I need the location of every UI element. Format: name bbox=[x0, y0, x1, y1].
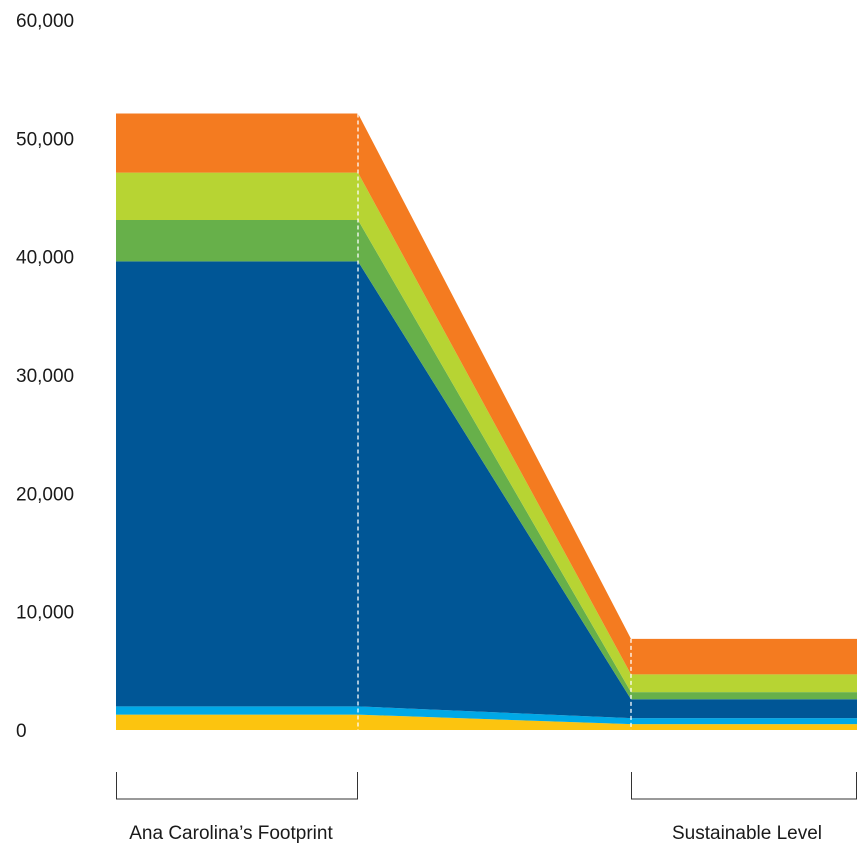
area-series-1 bbox=[116, 714, 857, 730]
y-tick-label: 30,000 bbox=[16, 366, 74, 387]
area-series-4 bbox=[116, 219, 857, 700]
category-label: Ana Carolina’s Footprint bbox=[129, 823, 333, 844]
area-series-6 bbox=[116, 113, 857, 675]
y-tick-label: 50,000 bbox=[16, 129, 74, 150]
category-label: Sustainable Level bbox=[672, 823, 822, 844]
area-series-2 bbox=[116, 706, 857, 725]
y-tick-label: 20,000 bbox=[16, 484, 74, 505]
y-tick-label: 0 bbox=[16, 721, 27, 742]
y-tick-label: 10,000 bbox=[16, 603, 74, 624]
area-layers bbox=[116, 113, 857, 730]
segment-dividers bbox=[357, 113, 632, 730]
category-bracket-1 bbox=[116, 772, 358, 800]
y-tick-label: 40,000 bbox=[16, 248, 74, 269]
category-bracket-2 bbox=[631, 772, 857, 800]
category-brackets: Ana Carolina’s Footprint Sustainable Leve… bbox=[116, 772, 857, 844]
area-series-5 bbox=[116, 172, 857, 693]
y-axis: 0 10,000 20,000 30,000 40,000 50,000 60,000 bbox=[16, 11, 74, 742]
y-tick-label: 60,000 bbox=[16, 11, 74, 32]
area-series-3 bbox=[116, 261, 857, 719]
